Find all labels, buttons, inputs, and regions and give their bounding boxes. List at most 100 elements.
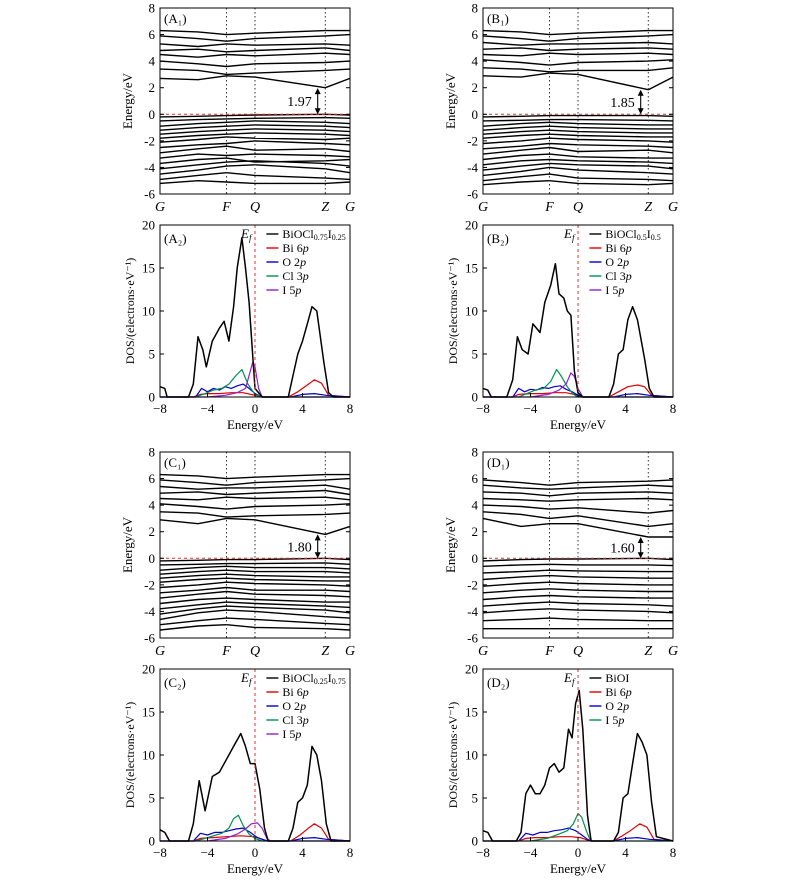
y-tick-label: 5 bbox=[472, 347, 479, 362]
band-line bbox=[482, 180, 674, 186]
band-line bbox=[482, 601, 674, 607]
band-line bbox=[159, 573, 350, 579]
y-tick-label: 0 bbox=[472, 834, 479, 849]
legend-subscript: 0.25 bbox=[314, 677, 328, 686]
y-tick-label: -4 bbox=[144, 160, 155, 175]
band-line bbox=[482, 67, 674, 73]
y-tick-label: 8 bbox=[149, 445, 156, 460]
legend-orbital: p bbox=[625, 685, 632, 699]
kpoint-label: F bbox=[544, 644, 554, 659]
legend-entry: Cl 3p bbox=[282, 713, 308, 727]
y-tick-label: -2 bbox=[144, 133, 155, 148]
band-line bbox=[159, 128, 351, 135]
y-tick-label: 15 bbox=[142, 261, 155, 276]
y-tick-label: 10 bbox=[142, 748, 155, 763]
legend-text: O 2 bbox=[282, 255, 300, 269]
y-tick-label: 20 bbox=[465, 218, 478, 233]
band-line bbox=[159, 489, 351, 496]
dos-series-cl-3p bbox=[160, 368, 350, 398]
band-line bbox=[159, 577, 350, 583]
band-line bbox=[159, 43, 351, 48]
legend-orbital: p bbox=[302, 713, 309, 727]
x-axis-label: Energy/eV bbox=[227, 861, 284, 876]
legend-entry: Cl 3p bbox=[605, 269, 631, 283]
dos-panel-a2: Ef −8 −4 0 4 8 0 5 10 15 20 Energy/eV DOS/(electrons… bbox=[123, 218, 353, 433]
x-tick-label: 8 bbox=[347, 845, 354, 860]
band-line bbox=[159, 565, 351, 571]
band-line bbox=[159, 132, 351, 139]
band-line bbox=[482, 129, 673, 135]
legend-text: BiOCl bbox=[282, 671, 314, 685]
band-line bbox=[159, 569, 351, 575]
kpoint-label: Q bbox=[573, 200, 583, 215]
gap-label-bg bbox=[609, 95, 636, 111]
plot-frame bbox=[159, 7, 351, 195]
fermi-level-label: Ef bbox=[240, 226, 253, 243]
y-tick-label: -2 bbox=[467, 577, 478, 592]
legend-entry: I 5p bbox=[605, 283, 624, 297]
gap-arrow-head-up bbox=[637, 537, 644, 544]
panel-label: (D₁) bbox=[487, 455, 510, 470]
y-tick-label: 0 bbox=[472, 107, 479, 122]
y-tick-label: -6 bbox=[144, 631, 155, 646]
legend-entry: O 2p bbox=[282, 255, 306, 269]
band-line bbox=[159, 609, 351, 621]
band-line bbox=[159, 180, 351, 185]
kpoint-label: F bbox=[221, 200, 231, 215]
y-tick-label: 6 bbox=[472, 27, 479, 42]
legend-entry: Bi 6p bbox=[605, 685, 631, 699]
kpoint-label: Z bbox=[321, 644, 329, 659]
legend-orbital: p bbox=[299, 699, 306, 713]
band-gap-label: 1.97 bbox=[287, 95, 312, 110]
band-line bbox=[482, 118, 674, 122]
x-tick-label: 4 bbox=[622, 401, 629, 416]
band-line bbox=[482, 52, 674, 57]
band-line bbox=[482, 166, 674, 177]
y-tick-label: -6 bbox=[144, 187, 155, 202]
dos-series-total bbox=[159, 237, 350, 398]
band-line bbox=[159, 120, 351, 127]
band-line bbox=[159, 624, 351, 631]
band-line bbox=[159, 586, 351, 594]
legend-orbital: p bbox=[302, 269, 309, 283]
y-tick-label: 6 bbox=[472, 471, 479, 486]
band-line bbox=[482, 29, 673, 36]
y-tick-label: 4 bbox=[472, 54, 479, 69]
x-tick-label: 8 bbox=[670, 401, 677, 416]
kpoint-label: Z bbox=[321, 200, 329, 215]
gap-arrow-head-up bbox=[637, 89, 644, 96]
fermi-level-label: Ef bbox=[563, 226, 576, 243]
legend-orbital: p bbox=[622, 699, 629, 713]
y-axis-label: DOS/(electrons·eV⁻¹) bbox=[446, 702, 460, 809]
band-line bbox=[159, 503, 351, 510]
y-tick-label: 6 bbox=[149, 27, 156, 42]
band-line bbox=[159, 477, 351, 486]
fermi-subscript: f bbox=[249, 677, 253, 687]
legend-text: Cl 3 bbox=[282, 269, 302, 283]
y-tick-label: 0 bbox=[149, 834, 156, 849]
legend-subscript: 0.75 bbox=[314, 233, 328, 242]
legend-text: Bi 6 bbox=[605, 241, 625, 255]
legend-entry: BiOCl0.75I0.25 bbox=[282, 227, 345, 242]
kpoint-label: G bbox=[478, 644, 488, 659]
legend-text: I 5 bbox=[282, 283, 295, 297]
y-tick-label: 8 bbox=[149, 1, 156, 16]
band-line bbox=[482, 569, 673, 574]
y-axis-label: DOS/(electrons·eV⁻¹) bbox=[123, 258, 137, 365]
y-tick-label: 0 bbox=[149, 107, 156, 122]
band-line bbox=[482, 504, 674, 514]
band-line bbox=[159, 68, 351, 76]
band-line bbox=[159, 47, 351, 53]
band-line bbox=[482, 517, 673, 538]
legend-entry: BiOCl0.25I0.75 bbox=[282, 671, 345, 686]
band-line bbox=[482, 491, 674, 497]
band-line bbox=[159, 517, 351, 536]
y-tick-label: 15 bbox=[465, 705, 478, 720]
band-line bbox=[159, 160, 351, 170]
band-panel-a1: 1.97 -6 -4 -2 0 2 4 6 8 G F Q Z G Energy/eV (A₁) bbox=[120, 1, 355, 216]
band-line bbox=[159, 581, 351, 589]
gap-arrow-head-up bbox=[314, 88, 321, 95]
band-gap-label: 1.80 bbox=[287, 540, 312, 555]
legend-orbital: p bbox=[302, 241, 309, 255]
y-tick-label: 4 bbox=[149, 54, 156, 69]
